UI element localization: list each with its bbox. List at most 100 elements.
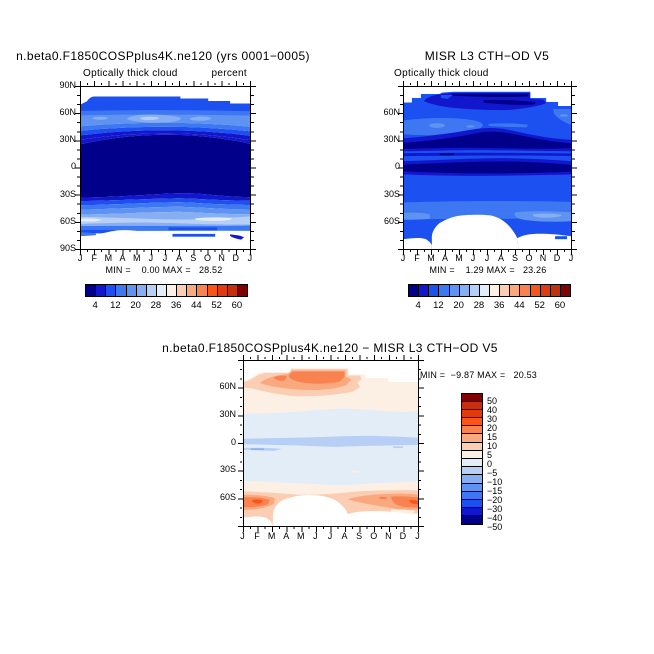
colorbar-cell — [96, 285, 107, 296]
colorbar-cell — [462, 459, 482, 468]
colorbar-tick-label: −40 — [487, 512, 503, 523]
obs-lat-axis: 60N 30N 0 30S 60S — [372, 99, 400, 235]
colorbar-tick-label: 40 — [487, 404, 498, 415]
lat-label: 30N — [59, 134, 76, 145]
month-label: O — [203, 253, 211, 263]
colorbar-tick-label: 52 — [534, 300, 545, 311]
month-label: J — [240, 531, 245, 541]
colorbar-cell — [156, 285, 167, 296]
colorbar-cell — [540, 285, 551, 296]
lat-label: 0 — [70, 161, 76, 172]
lat-label: 0 — [394, 161, 400, 172]
model-plot-frame — [80, 85, 251, 250]
colorbar-cell — [86, 285, 97, 296]
obs-title: MISR L3 CTH−OD V5 — [424, 49, 550, 63]
month-label: O — [525, 253, 533, 263]
month-label: D — [232, 253, 240, 263]
colorbar-cell — [116, 285, 127, 296]
lat-label: 60N — [219, 381, 236, 392]
obs-contour-plot — [404, 86, 571, 249]
month-label: J — [313, 531, 318, 541]
colorbar-cell — [419, 285, 430, 296]
month-label: F — [91, 253, 97, 263]
colorbar-cell — [207, 285, 218, 296]
obs-plot-frame — [403, 85, 572, 250]
colorbar-tick-label: 20 — [487, 422, 498, 433]
month-label: J — [247, 253, 253, 263]
model-left-ticks-minor — [77, 85, 80, 250]
colorbar-tick-label: 36 — [170, 300, 182, 311]
colorbar-tick-label: 5 — [487, 449, 493, 460]
colorbar-cell — [469, 285, 480, 296]
model-top-ticks-minor — [87, 82, 246, 86]
model-colorbar — [85, 284, 248, 297]
lat-label: 30S — [59, 188, 76, 199]
lat-label: 60N — [59, 107, 76, 118]
obs-minmax: MIN = 1.29 MAX = 23.26 — [429, 265, 547, 275]
month-label: J — [77, 253, 83, 263]
model-title: n.beta0.F1850COSPplus4K.ne120 (yrs 0001−… — [16, 49, 310, 63]
colorbar-tick-label: 4 — [415, 300, 421, 311]
colorbar-cell — [146, 285, 157, 296]
lat-label: 60S — [383, 215, 400, 226]
month-label: N — [218, 253, 225, 263]
colorbar-cell — [167, 285, 178, 296]
month-label: M — [455, 253, 463, 263]
colorbar-tick-label: 60 — [231, 300, 243, 311]
colorbar-cell — [217, 285, 228, 296]
diff-colorbar-labels: 50 40 30 20 15 10 5 0 −5 −10 −15 −20 −30 −40 −50 — [487, 396, 517, 531]
month-label: A — [341, 531, 348, 541]
month-label: D — [399, 531, 407, 541]
model-contour-plot — [81, 86, 250, 249]
diff-title: n.beta0.F1850COSPplus4K.ne120 − MISR L3 … — [162, 341, 498, 355]
lat-label: 30S — [383, 188, 400, 199]
month-label: S — [190, 253, 197, 263]
lat-label: 90N — [59, 80, 76, 91]
colorbar-cell — [197, 285, 208, 296]
colorbar-tick-label: 4 — [92, 300, 98, 311]
diff-plot-frame — [242, 359, 419, 527]
month-label: J — [415, 531, 420, 541]
model-bottom-ticks-minor — [87, 249, 246, 253]
colorbar-tick-label: 12 — [433, 300, 444, 311]
colorbar-cell — [462, 475, 482, 484]
colorbar-tick-label: 28 — [473, 300, 485, 311]
month-label: F — [254, 531, 260, 541]
month-label: D — [553, 253, 561, 263]
obs-colorbar-labels: 4 12 20 28 36 44 52 60 — [408, 300, 570, 311]
month-label: A — [119, 253, 126, 263]
model-minmax: MIN = 0.00 MAX = 28.52 — [105, 265, 223, 275]
diff-left-ticks-minor — [239, 359, 243, 527]
obs-top-ticks-minor — [410, 82, 566, 86]
diff-lat-axis: 60N 30N 0 30S 60S — [210, 373, 236, 511]
diff-bottom-ticks-minor — [249, 526, 413, 530]
colorbar-tick-label: 20 — [453, 300, 464, 311]
colorbar-cell — [439, 285, 450, 296]
month-label: A — [283, 531, 290, 541]
colorbar-cell — [462, 434, 482, 443]
colorbar-cell — [462, 467, 482, 476]
month-label: M — [104, 253, 113, 263]
lat-label: 90S — [59, 242, 76, 253]
model-subtitle-left: Optically thick cloud — [83, 68, 178, 79]
colorbar-cell — [462, 426, 482, 435]
colorbar-tick-label: −50 — [487, 521, 503, 532]
colorbar-tick-label: 15 — [487, 431, 498, 442]
month-label: J — [162, 253, 168, 263]
month-label: M — [427, 253, 435, 263]
colorbar-cell — [462, 483, 482, 492]
colorbar-cell — [462, 499, 482, 509]
lat-label: 30S — [219, 464, 236, 475]
lat-label: 0 — [230, 436, 236, 447]
month-label: S — [511, 253, 518, 263]
colorbar-cell — [459, 285, 470, 296]
month-label: J — [568, 253, 574, 263]
diff-right-ticks-minor — [418, 359, 422, 527]
colorbar-tick-label: 10 — [487, 440, 498, 451]
colorbar-cell — [530, 285, 541, 296]
colorbar-tick-label: 28 — [150, 300, 162, 311]
colorbar-cell — [462, 442, 482, 451]
